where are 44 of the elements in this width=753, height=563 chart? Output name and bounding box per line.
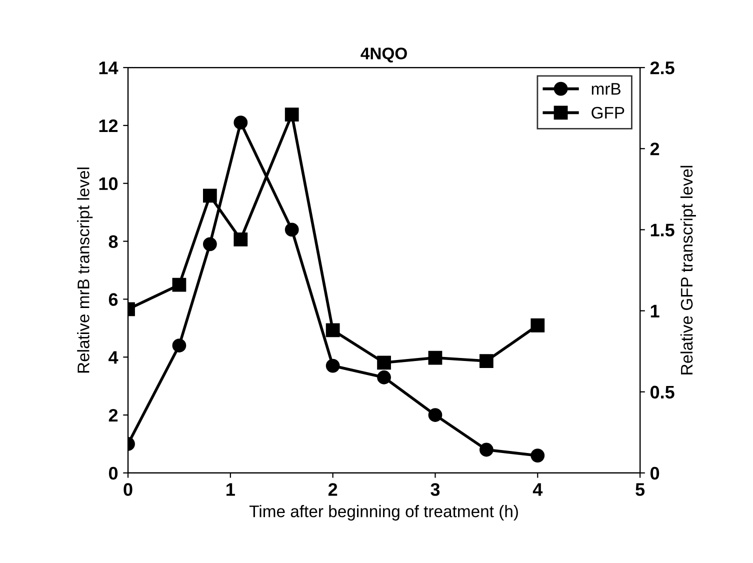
y-tick-label: 12 bbox=[99, 119, 118, 132]
point bbox=[326, 323, 340, 338]
point bbox=[202, 237, 217, 252]
y2-tick-label: 0 bbox=[650, 466, 660, 480]
point bbox=[530, 318, 545, 332]
point bbox=[377, 356, 391, 370]
x-axis-title: Time after beginning of treatment (h) bbox=[249, 505, 518, 521]
y-tick-label: 2 bbox=[108, 408, 118, 422]
point bbox=[428, 408, 442, 422]
y2-tick-label: 2 bbox=[650, 142, 660, 156]
y-tick-label: 6 bbox=[108, 293, 118, 306]
y2-tick-label: 2.5 bbox=[650, 61, 674, 74]
y2-axis-title: Relative GFP transcript level bbox=[680, 166, 696, 374]
y-tick-label: 14 bbox=[99, 62, 118, 74]
point bbox=[530, 448, 545, 462]
point bbox=[326, 358, 340, 373]
x-tick-label: 3 bbox=[430, 483, 440, 496]
chart-title: 4NQO bbox=[360, 48, 407, 63]
point bbox=[377, 370, 391, 384]
y-axis-title: Relative mrB transcript level bbox=[77, 168, 93, 373]
x-tick-label: 0 bbox=[124, 483, 132, 496]
y2-tick-label: 1 bbox=[650, 304, 660, 318]
y-tick-label: 0 bbox=[108, 466, 118, 480]
point bbox=[234, 232, 248, 246]
point bbox=[428, 350, 442, 365]
y2-tick-label: 0.5 bbox=[650, 386, 674, 399]
point bbox=[284, 108, 299, 122]
legend-label: mrB bbox=[592, 83, 620, 95]
point bbox=[479, 442, 494, 457]
y-tick-label: 4 bbox=[108, 351, 118, 364]
x-tick-label: 2 bbox=[328, 483, 338, 496]
legend-label: GFP bbox=[592, 106, 624, 119]
x-tick-label: 5 bbox=[636, 483, 645, 496]
x-tick-label: 4 bbox=[532, 483, 543, 496]
y2-tick-label: 1.5 bbox=[650, 224, 674, 236]
point bbox=[479, 354, 494, 368]
x-tick-label: 1 bbox=[226, 483, 235, 496]
point bbox=[202, 188, 217, 203]
point bbox=[172, 338, 186, 352]
point bbox=[172, 278, 186, 292]
y-tick-label: 8 bbox=[108, 235, 118, 248]
point bbox=[284, 222, 299, 237]
y-tick-label: 10 bbox=[99, 177, 118, 190]
point bbox=[234, 116, 248, 130]
